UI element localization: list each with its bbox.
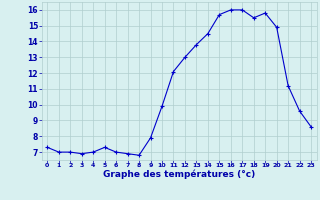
X-axis label: Graphe des températures (°c): Graphe des températures (°c)	[103, 170, 255, 179]
